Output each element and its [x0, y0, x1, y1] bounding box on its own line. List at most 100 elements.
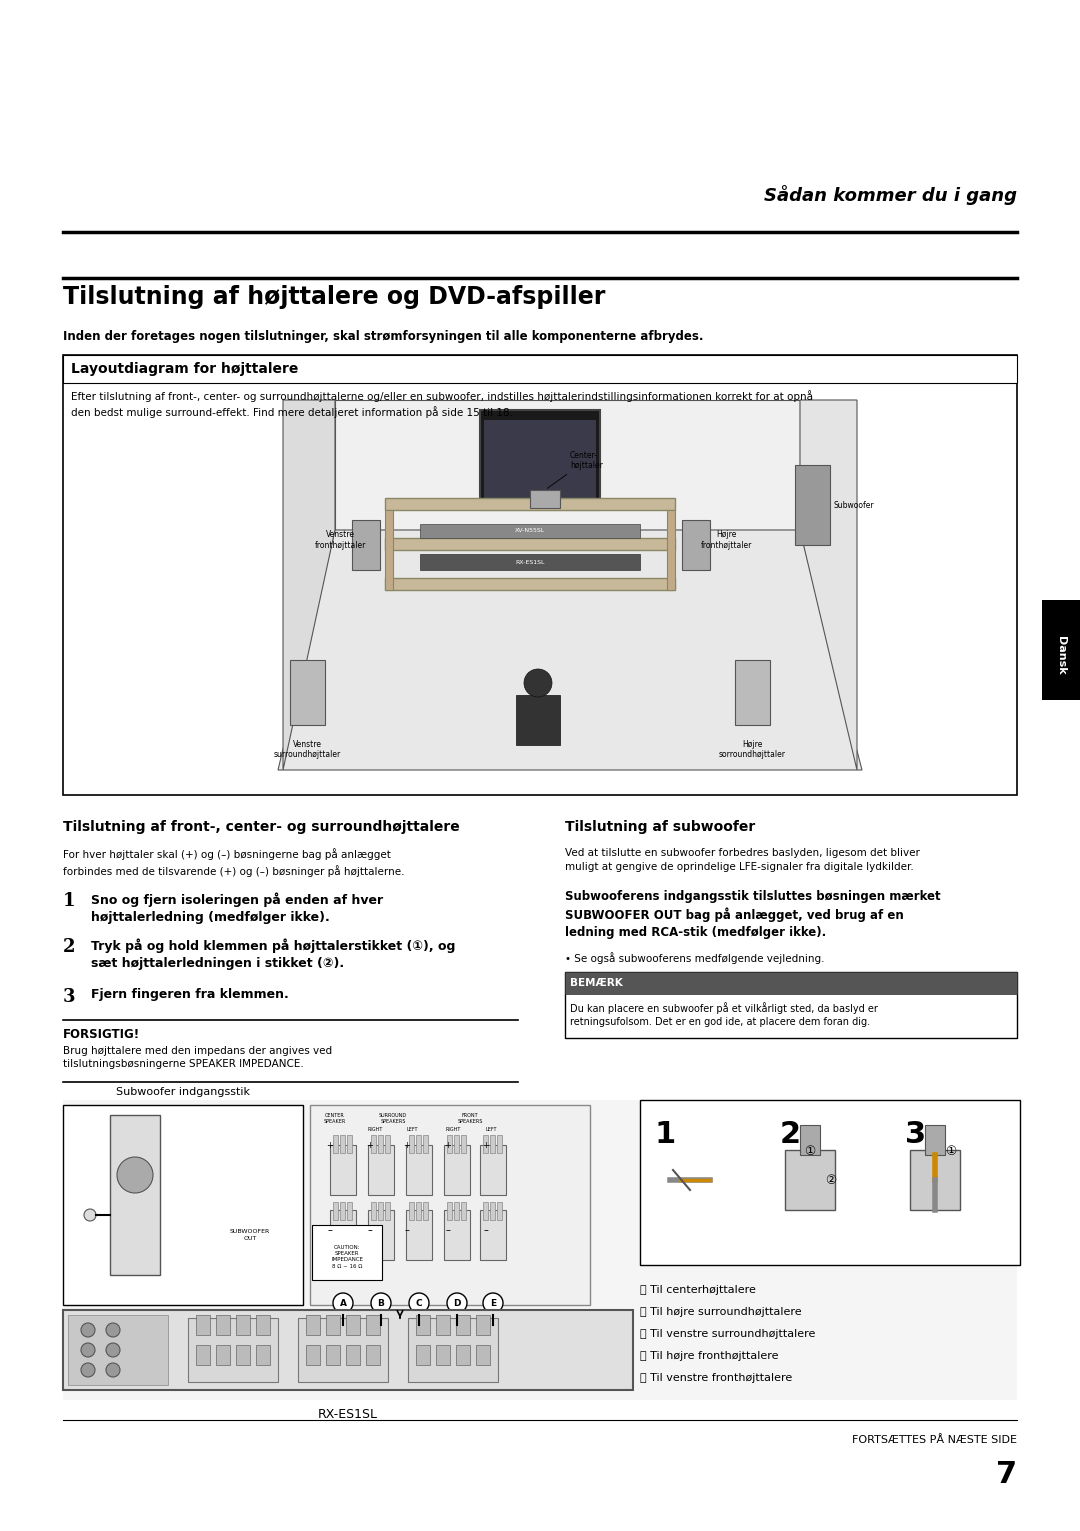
- Circle shape: [447, 1294, 467, 1314]
- Bar: [681, 521, 710, 570]
- Bar: [461, 1134, 465, 1153]
- Text: SUBWOOFER
OUT: SUBWOOFER OUT: [230, 1229, 270, 1240]
- Bar: [63, 355, 1017, 383]
- Text: LEFT: LEFT: [485, 1127, 497, 1131]
- Bar: [409, 1134, 414, 1153]
- Text: Tryk på og hold klemmen på højttalerstikket (①), og
sæt højttalerledningen i sti: Tryk på og hold klemmen på højttalerstik…: [91, 939, 456, 969]
- Bar: [326, 1346, 340, 1366]
- Bar: [461, 1202, 465, 1220]
- Bar: [384, 1202, 390, 1220]
- Bar: [256, 1315, 270, 1335]
- Bar: [306, 1315, 320, 1335]
- Bar: [216, 1346, 230, 1366]
- Text: 3: 3: [905, 1121, 927, 1148]
- Circle shape: [106, 1323, 120, 1337]
- Text: B: B: [378, 1298, 384, 1307]
- Bar: [420, 524, 640, 537]
- Bar: [63, 1105, 303, 1304]
- Bar: [384, 510, 393, 589]
- Text: CAUTION:
SPEAKER
IMPEDANCE
8 Ω ~ 16 Ω: CAUTION: SPEAKER IMPEDANCE 8 Ω ~ 16 Ω: [330, 1245, 363, 1269]
- Bar: [480, 410, 600, 510]
- Bar: [372, 1134, 376, 1153]
- Bar: [330, 1145, 356, 1196]
- Bar: [333, 1134, 338, 1153]
- Bar: [497, 1134, 502, 1153]
- Bar: [444, 1209, 470, 1260]
- Text: 7: 7: [996, 1461, 1017, 1490]
- Bar: [406, 1145, 432, 1196]
- Bar: [416, 1346, 430, 1366]
- Bar: [291, 660, 325, 726]
- Bar: [310, 1105, 590, 1304]
- Text: BEMÆRK: BEMÆRK: [570, 978, 623, 987]
- Text: Center-
højttaler: Center- højttaler: [548, 450, 603, 488]
- Polygon shape: [800, 400, 858, 770]
- Bar: [1042, 600, 1080, 700]
- Circle shape: [483, 1294, 503, 1314]
- Text: 1: 1: [63, 893, 76, 909]
- Bar: [476, 1346, 490, 1366]
- Bar: [565, 972, 1017, 1038]
- Bar: [667, 510, 675, 589]
- Bar: [795, 465, 831, 545]
- Bar: [378, 1134, 383, 1153]
- Bar: [436, 1346, 450, 1366]
- Bar: [408, 1318, 498, 1382]
- Text: +: +: [445, 1141, 451, 1150]
- Bar: [372, 1202, 376, 1220]
- Text: LEFT: LEFT: [406, 1127, 418, 1131]
- Bar: [237, 1315, 249, 1335]
- Text: +: +: [483, 1141, 489, 1150]
- Polygon shape: [278, 530, 862, 770]
- Text: –: –: [484, 1225, 488, 1236]
- Polygon shape: [516, 695, 561, 746]
- Bar: [436, 1315, 450, 1335]
- Bar: [447, 1202, 453, 1220]
- Circle shape: [81, 1343, 95, 1356]
- Text: +: +: [326, 1141, 334, 1150]
- Bar: [480, 1145, 507, 1196]
- Text: Venstre
fronthøjttaler: Venstre fronthøjttaler: [314, 530, 366, 550]
- Text: E: E: [490, 1298, 496, 1307]
- Text: Højre
fronthøjttaler: Højre fronthøjttaler: [700, 530, 752, 550]
- Bar: [110, 1115, 160, 1275]
- Bar: [188, 1318, 278, 1382]
- Bar: [454, 1134, 459, 1153]
- Circle shape: [106, 1343, 120, 1356]
- Circle shape: [84, 1209, 96, 1222]
- Circle shape: [117, 1157, 153, 1193]
- Bar: [384, 498, 675, 510]
- Bar: [456, 1346, 470, 1366]
- Text: RX-ES1SL: RX-ES1SL: [515, 559, 544, 565]
- Text: 2: 2: [780, 1121, 801, 1148]
- Text: C: C: [416, 1298, 422, 1307]
- Bar: [384, 579, 675, 589]
- Text: Ⓔ Til venstre fronthøjttalere: Ⓔ Til venstre fronthøjttalere: [640, 1373, 793, 1382]
- Text: –: –: [446, 1225, 450, 1236]
- Bar: [346, 1315, 360, 1335]
- Circle shape: [333, 1294, 353, 1314]
- Circle shape: [409, 1294, 429, 1314]
- Bar: [312, 1225, 382, 1280]
- Bar: [785, 1150, 835, 1209]
- Bar: [423, 1134, 428, 1153]
- Bar: [409, 1202, 414, 1220]
- Bar: [256, 1346, 270, 1366]
- Bar: [63, 1311, 633, 1390]
- Text: ①: ①: [805, 1145, 815, 1157]
- Text: FORSIGTIG!: FORSIGTIG!: [63, 1027, 140, 1041]
- Text: –: –: [367, 1225, 373, 1236]
- Bar: [416, 1202, 421, 1220]
- Bar: [63, 355, 1017, 795]
- Bar: [340, 1202, 345, 1220]
- Bar: [368, 1145, 394, 1196]
- Text: Tilslutning af højttalere og DVD-afspiller: Tilslutning af højttalere og DVD-afspill…: [63, 285, 606, 309]
- Text: Efter tilslutning af front-, center- og surroundhøjttalerne og/eller en subwoofe: Efter tilslutning af front-, center- og …: [71, 390, 813, 418]
- Text: Inden der foretages nogen tilslutninger, skal strømforsyningen til alle komponen: Inden der foretages nogen tilslutninger,…: [63, 331, 703, 343]
- Text: RX-ES1SL: RX-ES1SL: [318, 1409, 378, 1421]
- Bar: [406, 1209, 432, 1260]
- Text: Ⓒ Til venstre surroundhøjttalere: Ⓒ Til venstre surroundhøjttalere: [640, 1329, 815, 1340]
- Text: ②: ②: [825, 1173, 836, 1187]
- Text: Ⓓ Til højre fronthøjttalere: Ⓓ Til højre fronthøjttalere: [640, 1350, 779, 1361]
- Bar: [910, 1150, 960, 1209]
